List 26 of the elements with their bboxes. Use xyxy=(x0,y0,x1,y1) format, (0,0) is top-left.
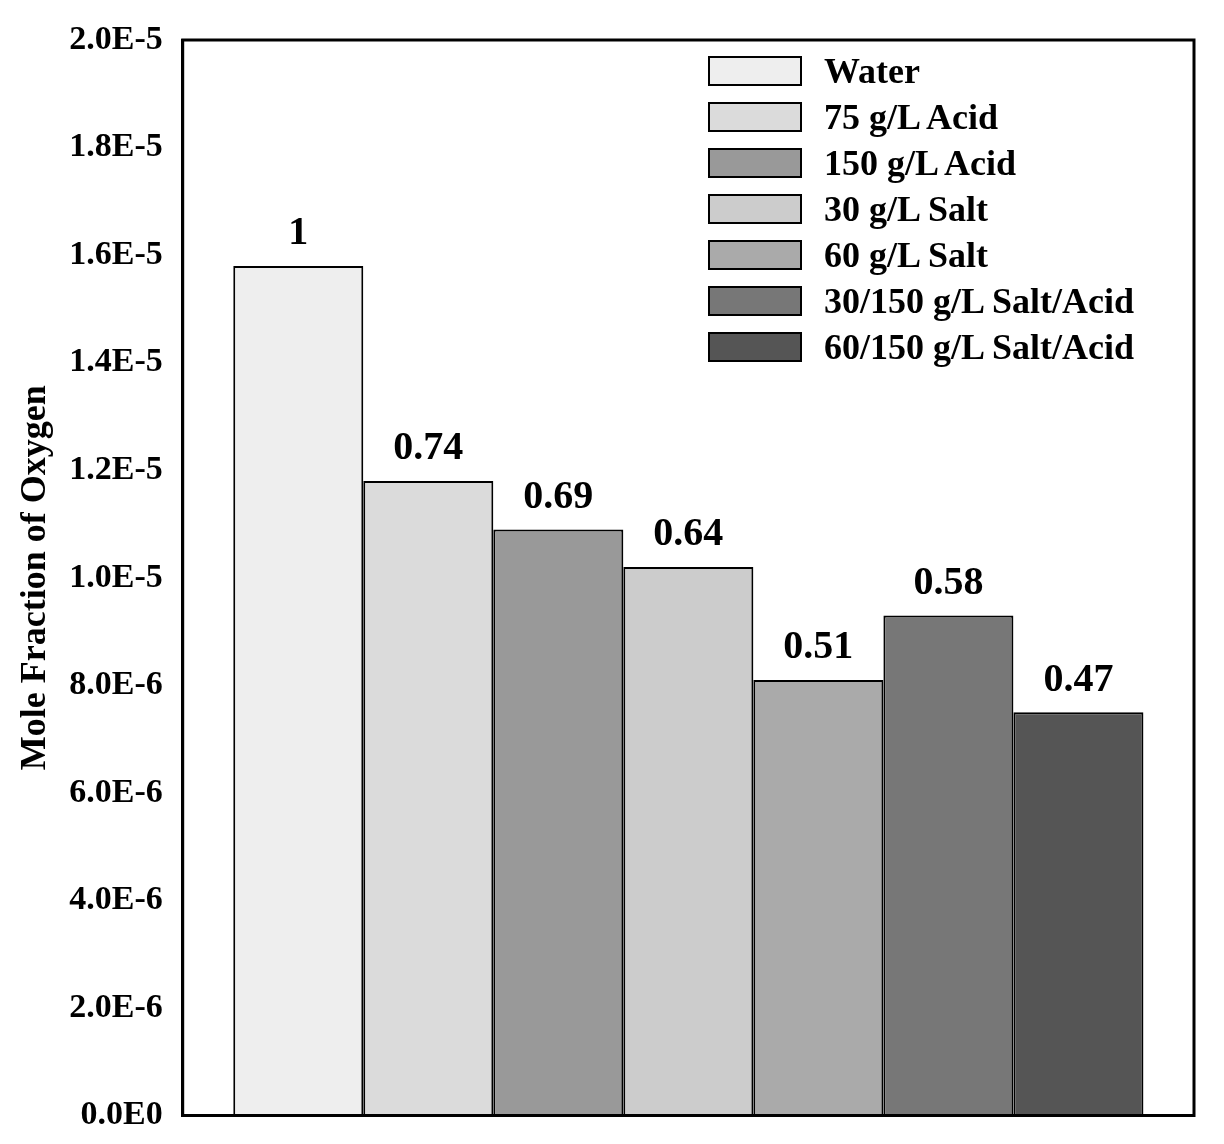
y-tick-label: 1.6E-5 xyxy=(69,233,163,271)
y-tick-label: 1.2E-5 xyxy=(69,449,163,487)
annotation: 1 xyxy=(288,208,309,254)
annotation: 0.69 xyxy=(523,471,594,517)
legend-label: 75 g/L Acid xyxy=(824,96,999,139)
y-tick-label: 0.0E0 xyxy=(80,1094,163,1132)
y-tick-label: 1.0E-5 xyxy=(69,556,163,594)
legend-label: 30/150 g/L Salt/Acid xyxy=(824,280,1135,323)
annotation: 0.64 xyxy=(653,509,724,555)
annotation: 0.74 xyxy=(393,423,464,469)
annotation: 0.47 xyxy=(1043,654,1114,700)
y-tick-label: 6.0E-6 xyxy=(69,771,163,809)
annotation: 0.51 xyxy=(783,622,854,668)
legend-label: 60/150 g/L Salt/Acid xyxy=(824,326,1135,369)
legend-label: 150 g/L Acid xyxy=(824,142,1017,185)
y-axis-title: Mole Fraction of Oxygen xyxy=(12,385,53,771)
y-tick-label: 1.8E-5 xyxy=(69,126,163,164)
y-tick-label: 2.0E-6 xyxy=(69,986,163,1024)
legend-label: 60 g/L Salt xyxy=(824,234,989,277)
y-tick-label: 4.0E-6 xyxy=(69,879,163,917)
y-tick-label: 1.4E-5 xyxy=(69,341,163,379)
legend-label: 30 g/L Salt xyxy=(824,188,989,231)
y-tick-label: 2.0E-5 xyxy=(69,18,163,56)
legend-label: Water xyxy=(824,50,920,93)
y-tick-label: 8.0E-6 xyxy=(69,664,163,702)
annotation: 0.58 xyxy=(913,557,984,603)
